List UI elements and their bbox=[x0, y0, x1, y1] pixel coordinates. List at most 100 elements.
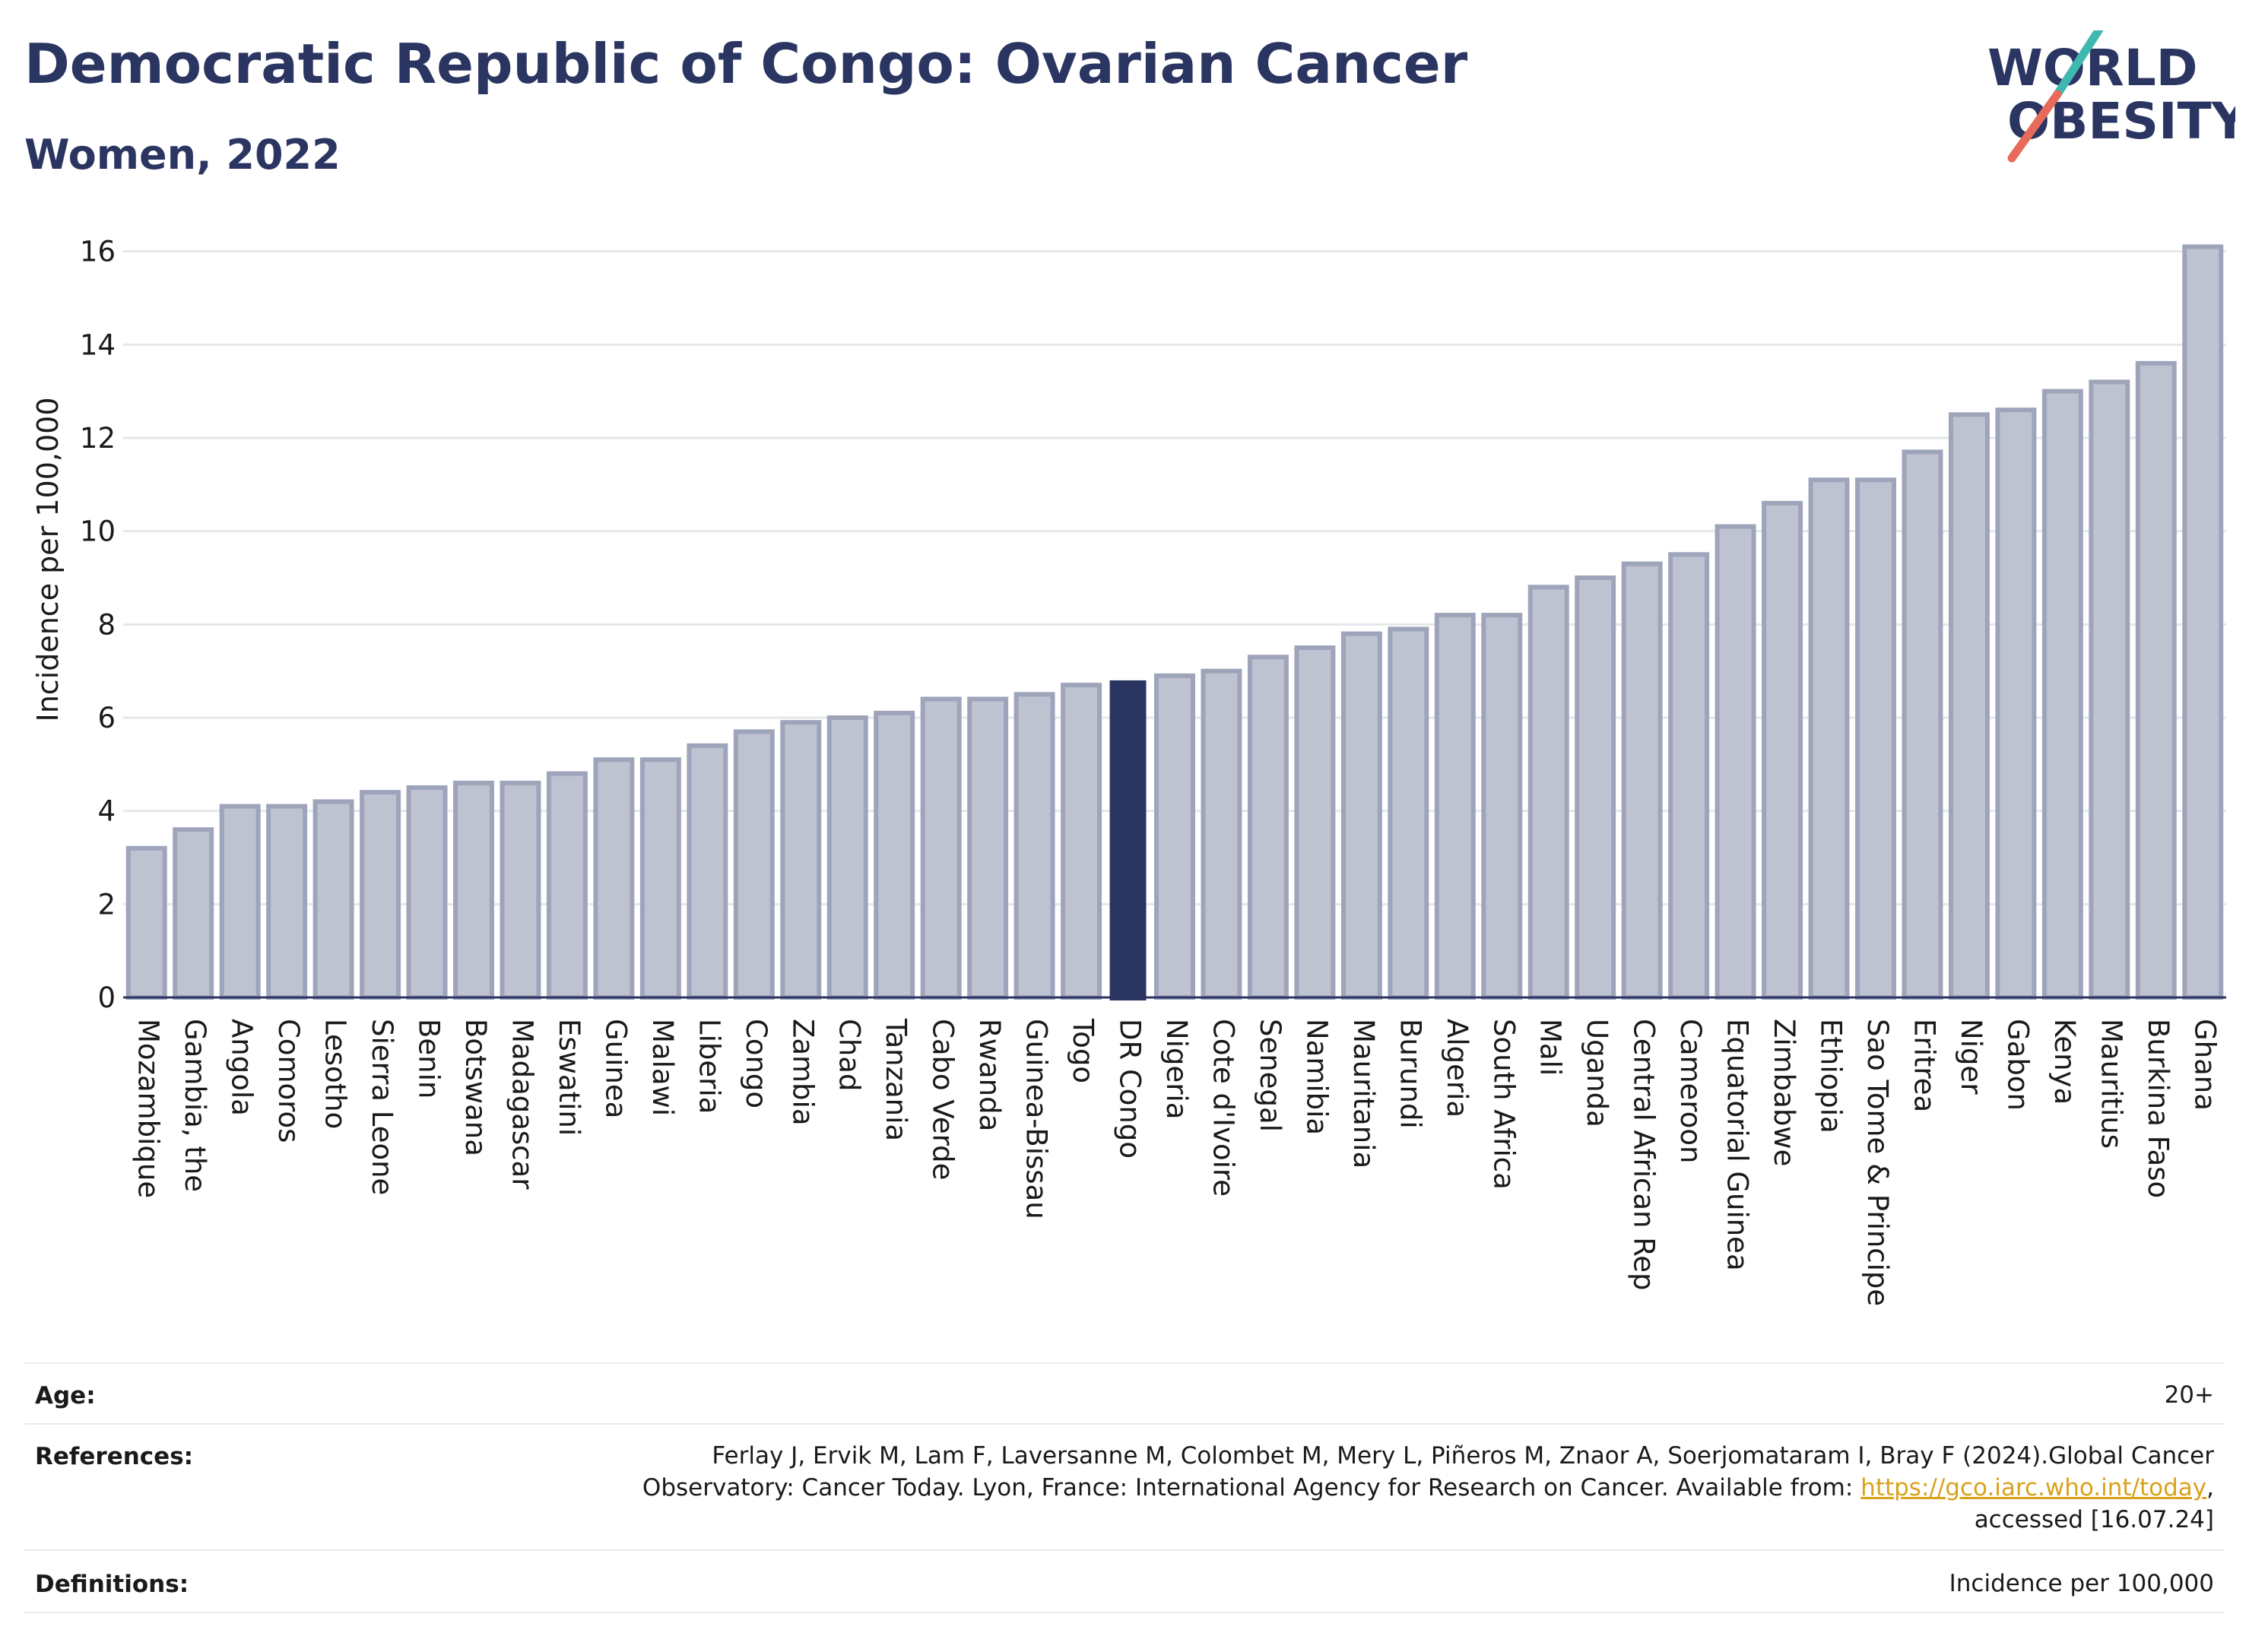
bar bbox=[2089, 379, 2130, 1000]
age-value: 20+ bbox=[2164, 1381, 2214, 1409]
bar bbox=[1154, 673, 1195, 1000]
x-tick-label: Burundi bbox=[1394, 1019, 1426, 1129]
logo-text-obesity: OBESITY bbox=[2007, 92, 2235, 151]
bar bbox=[1527, 585, 1569, 1000]
y-tick-label: 2 bbox=[97, 888, 116, 921]
x-tick-label: DR Congo bbox=[1114, 1019, 1147, 1159]
bar bbox=[1715, 524, 1756, 1000]
x-tick-label: Algeria bbox=[1441, 1019, 1473, 1118]
references-value: Ferlay J, Ervik M, Lam F, Laversanne M, … bbox=[313, 1440, 2214, 1536]
x-tick-label: Uganda bbox=[1581, 1019, 1613, 1127]
table-divider bbox=[24, 1612, 2225, 1613]
references-line3: accessed [16.07.24] bbox=[1974, 1506, 2214, 1533]
bar bbox=[1434, 613, 1476, 1000]
bar bbox=[1481, 613, 1523, 1000]
x-tick-label: Kenya bbox=[2048, 1019, 2081, 1105]
bar bbox=[1762, 500, 1803, 1000]
bar bbox=[1808, 477, 1850, 1000]
bar bbox=[1575, 576, 1616, 1000]
y-tick-label: 8 bbox=[97, 608, 116, 641]
world-obesity-logo: WORLD OBESITY bbox=[1987, 30, 2235, 163]
x-tick-label: Namibia bbox=[1300, 1019, 1333, 1135]
y-tick-label: 10 bbox=[80, 515, 116, 548]
x-tick-label: Mauritius bbox=[2095, 1019, 2127, 1149]
bar bbox=[593, 757, 635, 1000]
x-tick-label: Togo bbox=[1067, 1018, 1099, 1083]
bar-chart: 0 2 4 6 8 10 12 14 16 Mozambique Gambia, the Angol… bbox=[31, 236, 2226, 1306]
bar bbox=[874, 710, 915, 1000]
bar bbox=[2135, 360, 2177, 1000]
bar bbox=[733, 729, 775, 1000]
bars bbox=[125, 244, 2224, 1000]
bar bbox=[2182, 244, 2224, 1000]
x-tick-label: Eswatini bbox=[553, 1019, 585, 1136]
bar bbox=[1948, 412, 1990, 1000]
bar bbox=[546, 771, 588, 1000]
bar bbox=[1388, 626, 1429, 1000]
bar bbox=[1109, 680, 1147, 1000]
y-tick-labels: 0 2 4 6 8 10 12 14 16 bbox=[80, 236, 116, 1014]
x-tick-label: Cameroon bbox=[1674, 1019, 1707, 1163]
x-tick-label: Equatorial Guinea bbox=[1721, 1019, 1754, 1271]
bar bbox=[1621, 561, 1663, 1000]
bar bbox=[1902, 449, 1943, 1000]
bar bbox=[453, 780, 494, 1000]
y-tick-label: 14 bbox=[80, 328, 116, 361]
references-line1: Ferlay J, Ervik M, Lam F, Laversanne M, … bbox=[712, 1442, 2214, 1470]
bar bbox=[1995, 407, 2037, 1000]
y-tick-label: 0 bbox=[97, 981, 116, 1014]
bar bbox=[266, 804, 308, 1000]
x-tick-label: Sao Tome & Principe bbox=[1861, 1019, 1894, 1306]
page-subtitle: Women, 2022 bbox=[24, 131, 341, 179]
x-tick-label: South Africa bbox=[1487, 1019, 1520, 1190]
table-divider bbox=[24, 1423, 2225, 1425]
x-tick-label: Botswana bbox=[459, 1019, 492, 1156]
bar bbox=[687, 743, 728, 1000]
bar bbox=[125, 845, 167, 1000]
x-tick-label: Cote d'Ivoire bbox=[1207, 1019, 1239, 1197]
bar bbox=[500, 780, 541, 1000]
x-tick-label: Lesotho bbox=[319, 1019, 352, 1129]
bar bbox=[967, 696, 1009, 1000]
x-tick-label: Gambia, the bbox=[179, 1019, 211, 1192]
bar bbox=[360, 790, 401, 1000]
x-tick-label: Zambia bbox=[786, 1019, 819, 1126]
x-tick-label: Sierra Leone bbox=[366, 1019, 398, 1195]
x-tick-label: Senegal bbox=[1254, 1019, 1286, 1132]
table-divider bbox=[24, 1362, 2225, 1364]
y-tick-label: 16 bbox=[80, 236, 116, 268]
definitions-value: Incidence per 100,000 bbox=[1949, 1570, 2214, 1597]
bar bbox=[1855, 477, 1896, 1000]
x-tick-labels: Mozambique Gambia, the Angola Comoros Lesoth… bbox=[132, 1018, 2222, 1306]
x-tick-label: Ethiopia bbox=[1815, 1019, 1848, 1134]
x-tick-label: Tanzania bbox=[880, 1018, 912, 1141]
bar bbox=[1340, 631, 1382, 1000]
x-tick-label: Ghana bbox=[2188, 1019, 2221, 1111]
y-tick-label: 12 bbox=[80, 422, 116, 455]
x-tick-label: Eritrea bbox=[1908, 1019, 1940, 1112]
x-tick-label: Mozambique bbox=[132, 1019, 165, 1198]
x-tick-label: Zimbabwe bbox=[1768, 1019, 1800, 1166]
page-title: Democratic Republic of Congo: Ovarian Ca… bbox=[24, 32, 1468, 96]
x-tick-label: Guinea bbox=[599, 1019, 632, 1118]
bar bbox=[2041, 388, 2083, 1000]
y-tick-label: 6 bbox=[97, 702, 116, 734]
references-link[interactable]: https://gco.iarc.who.int/today bbox=[1860, 1474, 2207, 1501]
table-divider bbox=[24, 1549, 2225, 1551]
y-axis-label: Incidence per 100,000 bbox=[31, 397, 65, 721]
x-tick-label: Mauritania bbox=[1347, 1019, 1380, 1168]
y-tick-label: 4 bbox=[97, 795, 116, 828]
bar bbox=[1061, 683, 1102, 1000]
bar bbox=[826, 715, 868, 1000]
bar bbox=[780, 720, 822, 1000]
age-label: Age: bbox=[35, 1382, 96, 1409]
x-tick-label: Congo bbox=[740, 1019, 772, 1108]
bar bbox=[406, 785, 448, 1000]
bar bbox=[312, 799, 354, 1000]
bar bbox=[1247, 655, 1289, 1000]
bar bbox=[639, 757, 681, 1000]
logo-text-world: WORLD bbox=[1987, 39, 2198, 97]
x-tick-label: Comoros bbox=[272, 1019, 305, 1143]
x-tick-label: Rwanda bbox=[973, 1019, 1006, 1131]
logo-slash-teal bbox=[2053, 30, 2104, 99]
